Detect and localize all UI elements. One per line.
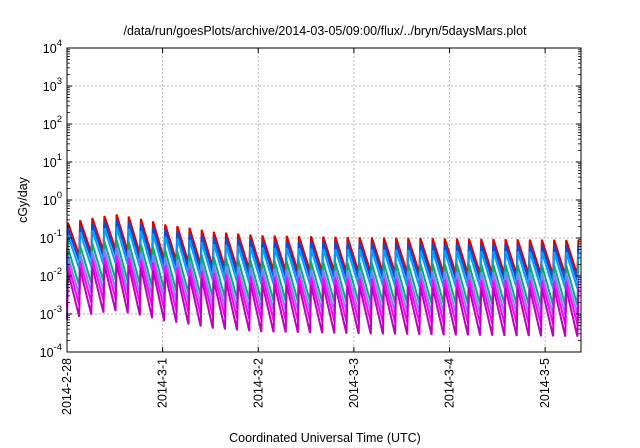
x-axis-label: Coordinated Universal Time (UTC) bbox=[229, 431, 421, 445]
series-line-6 bbox=[66, 262, 580, 337]
y-axis: 10-4 10-3 10-2 10-1 100 101 102 103 104 bbox=[40, 38, 581, 360]
y-tick-label: 100 bbox=[43, 190, 62, 208]
x-tick-label: 2014-2-28 bbox=[60, 358, 74, 415]
y-tick-label: 10-4 bbox=[40, 342, 62, 360]
y-axis-label: cGy/day bbox=[16, 176, 30, 223]
chart-title: /data/run/goesPlots/archive/2014-03-05/0… bbox=[123, 24, 527, 38]
y-tick-label: 10-1 bbox=[40, 228, 62, 246]
y-tick-label: 103 bbox=[43, 76, 62, 94]
x-tick-label: 2014-3-5 bbox=[538, 358, 552, 408]
y-tick-label: 102 bbox=[43, 114, 62, 132]
y-tick-label: 104 bbox=[43, 38, 62, 56]
series-group bbox=[66, 214, 580, 337]
x-tick-label: 2014-3-1 bbox=[156, 358, 170, 408]
y-tick-label: 10-2 bbox=[40, 266, 62, 284]
y-tick-label: 101 bbox=[43, 152, 62, 170]
x-tick-label: 2014-3-4 bbox=[443, 358, 457, 408]
x-tick-label: 2014-3-2 bbox=[251, 358, 265, 408]
y-tick-label: 10-3 bbox=[40, 304, 62, 322]
x-tick-label: 2014-3-3 bbox=[347, 358, 361, 408]
x-axis: 2014-2-28 2014-3-1 2014-3-2 2014-3-3 2014-3-… bbox=[60, 48, 552, 415]
